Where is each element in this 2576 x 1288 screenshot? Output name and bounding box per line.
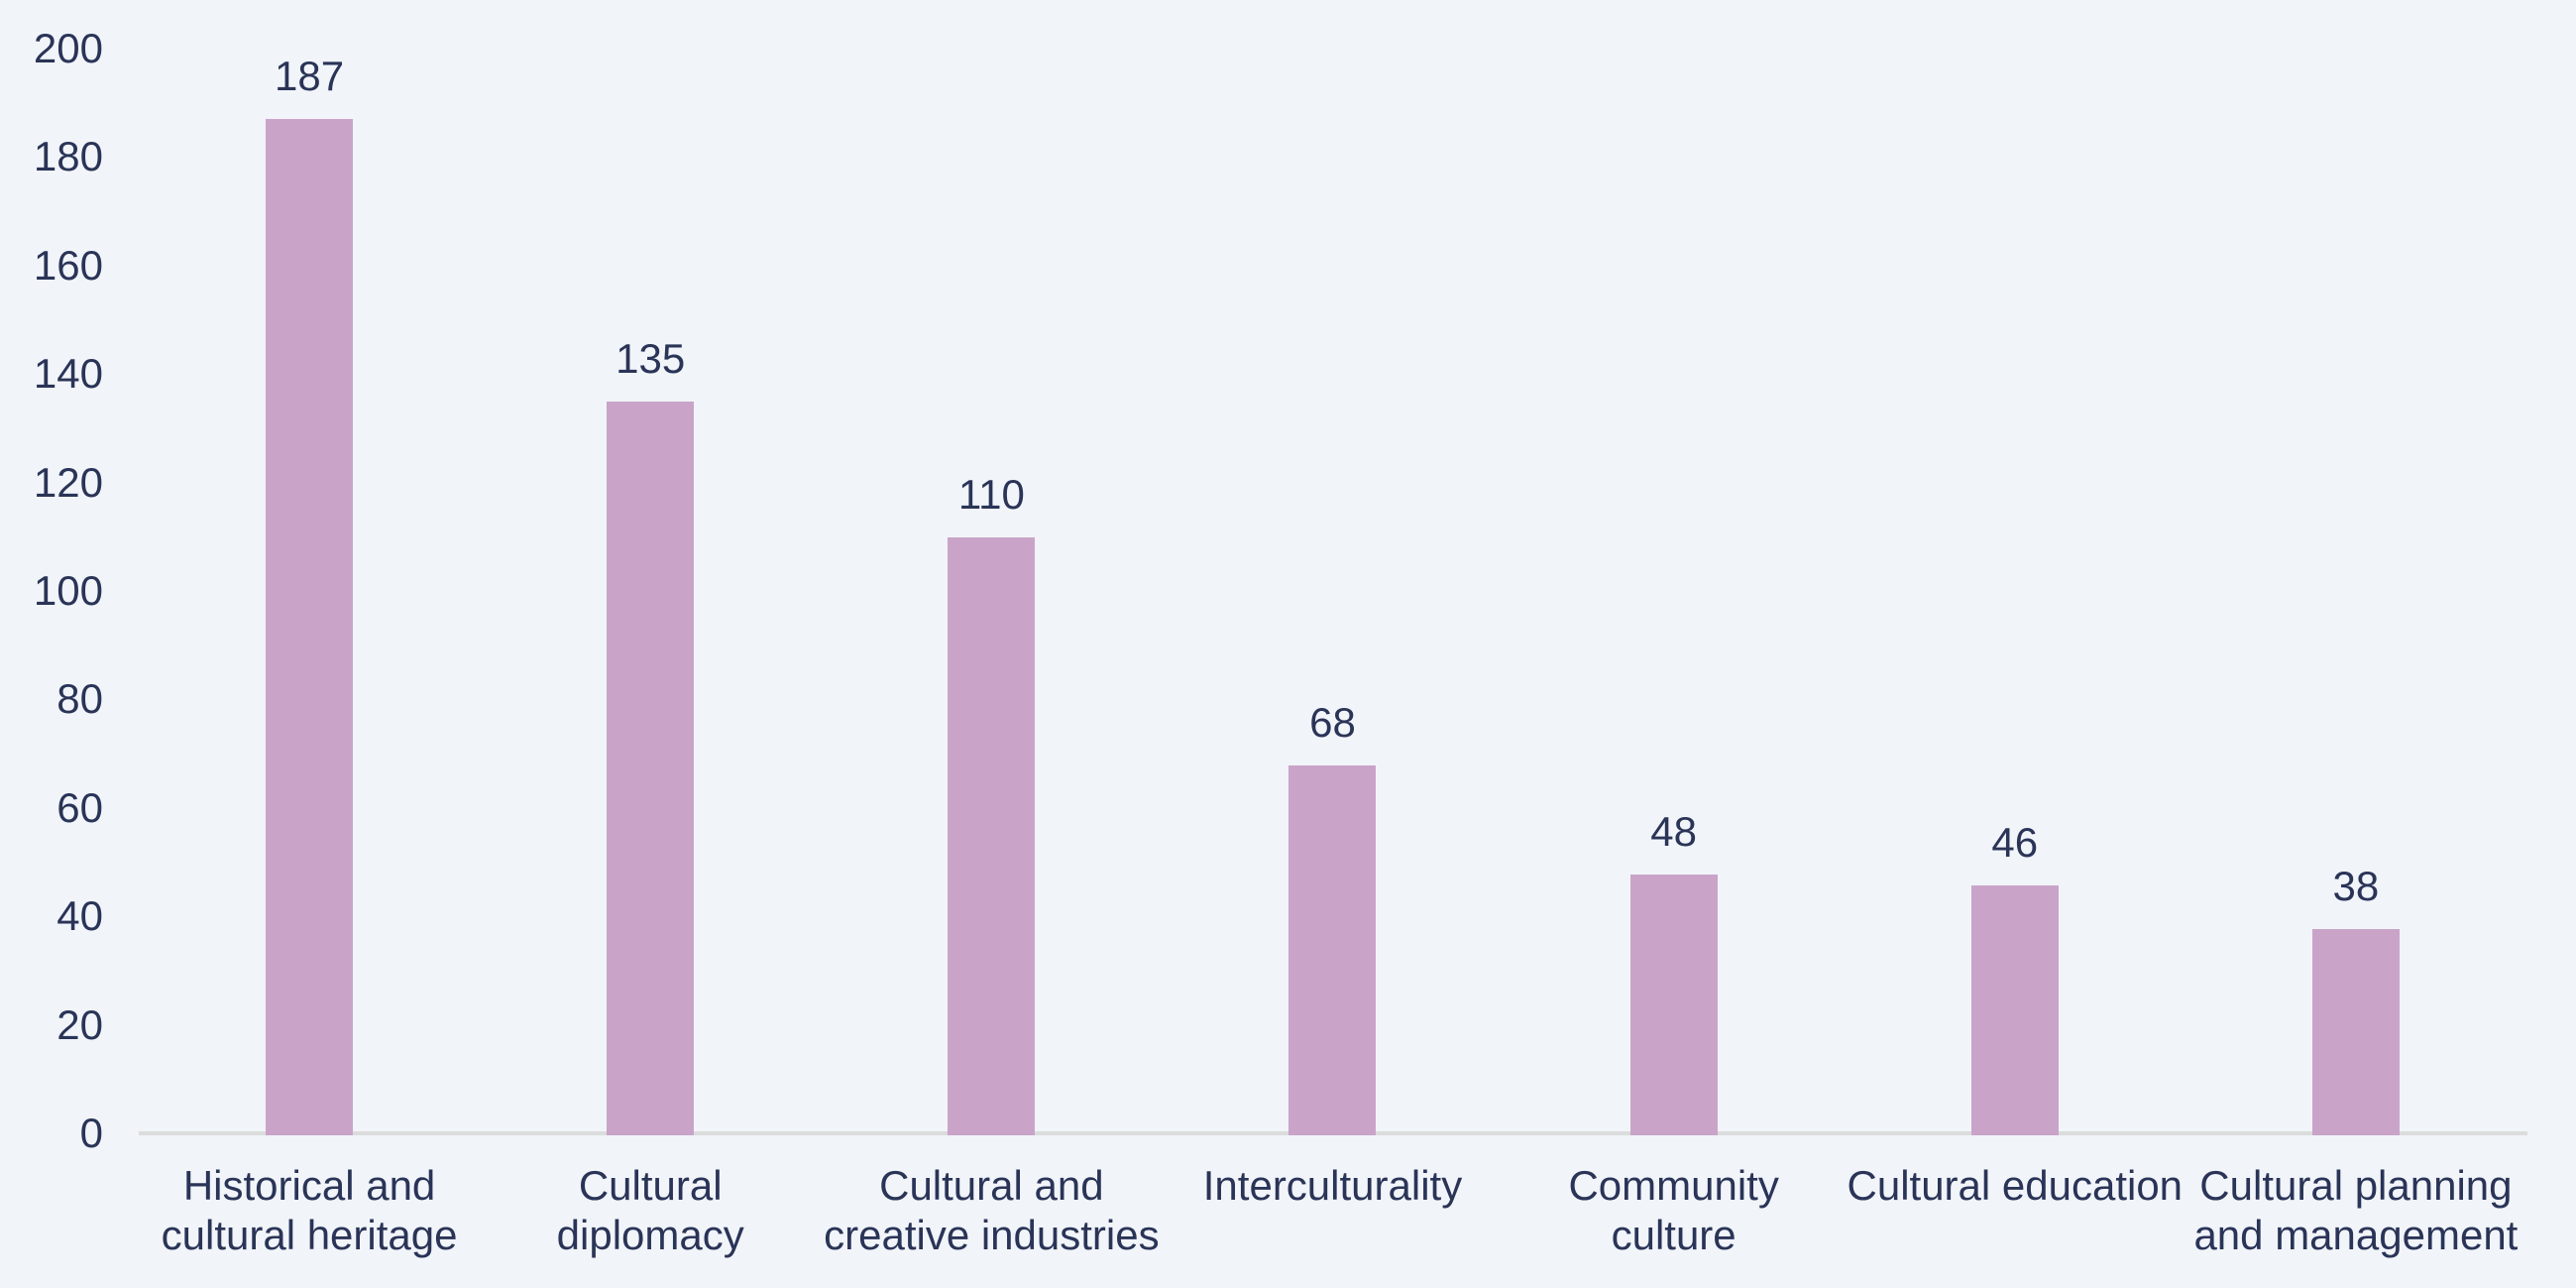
y-tick-label: 60 xyxy=(56,783,103,831)
bar-value-label: 68 xyxy=(1309,699,1356,747)
bar xyxy=(266,119,354,1135)
category-label: Community culture xyxy=(1568,1162,1779,1258)
category-label: Cultural diplomacy xyxy=(556,1162,744,1258)
bar xyxy=(1629,874,1718,1135)
bar xyxy=(1970,884,2059,1135)
y-tick-label: 20 xyxy=(56,1000,103,1048)
bar xyxy=(948,537,1036,1135)
y-axis: 0 20 40 60 80 100 120 140 160 180 200 xyxy=(0,0,103,1288)
bar-value-label: 46 xyxy=(1991,818,2039,866)
y-tick-label: 0 xyxy=(79,1110,103,1156)
bar-group: 110 xyxy=(821,0,1162,1135)
category-label: Historical and cultural heritage xyxy=(161,1162,458,1258)
bar-group: 135 xyxy=(480,0,821,1135)
y-tick-label: 100 xyxy=(33,567,103,614)
y-tick-label: 200 xyxy=(33,25,103,71)
bar-group: 38 xyxy=(2185,0,2526,1135)
category-label: Cultural and creative industries xyxy=(824,1162,1160,1258)
y-tick-label: 120 xyxy=(33,458,103,506)
bar xyxy=(607,402,695,1135)
x-axis-labels: Historical and cultural heritage Cultural… xyxy=(139,1161,2526,1260)
bar-value-label: 48 xyxy=(1650,807,1697,855)
y-tick-label: 160 xyxy=(33,241,103,289)
category-label: Cultural planning and management xyxy=(2193,1162,2519,1258)
bar-value-label: 135 xyxy=(616,335,686,383)
y-tick-label: 140 xyxy=(33,350,103,398)
bar-value-label: 110 xyxy=(957,471,1025,519)
bar-group: 68 xyxy=(1162,0,1503,1135)
bar-value-label: 38 xyxy=(2332,862,2380,909)
bar-group: 187 xyxy=(139,0,480,1135)
bar xyxy=(1288,765,1377,1135)
bar-value-label: 187 xyxy=(275,53,345,100)
category-label: Interculturality xyxy=(1202,1162,1463,1209)
bar xyxy=(2311,928,2400,1135)
y-tick-label: 180 xyxy=(33,133,103,180)
bar-group: 48 xyxy=(1504,0,1845,1135)
bar-group: 46 xyxy=(1845,0,2185,1135)
category-label: Cultural education xyxy=(1847,1162,2184,1209)
plot-area: 187 135 110 68 48 46 38 xyxy=(139,0,2526,1135)
y-tick-label: 40 xyxy=(56,892,103,940)
y-tick-label: 80 xyxy=(56,675,103,723)
